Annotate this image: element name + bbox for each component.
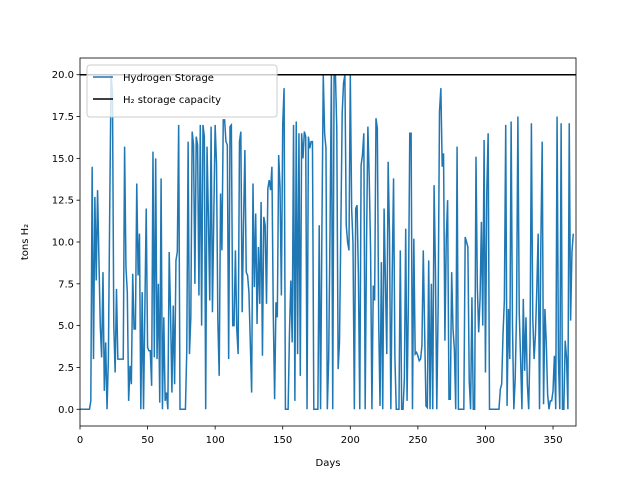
y-tick-label: 17.5 — [52, 112, 74, 123]
y-tick-label: 0.0 — [58, 405, 74, 416]
y-tick-label: 20.0 — [52, 70, 74, 81]
x-tick-label: 50 — [141, 435, 154, 446]
x-tick-label: 150 — [273, 435, 292, 446]
x-tick-label: 100 — [206, 435, 225, 446]
x-axis-label: Days — [316, 458, 341, 469]
x-tick-label: 250 — [408, 435, 427, 446]
y-axis-label: tons H₂ — [20, 224, 31, 260]
axes-frame — [79, 57, 577, 427]
data-line — [80, 73, 575, 411]
y-tick-label: 15.0 — [52, 154, 74, 165]
x-tick-label: 300 — [476, 435, 495, 446]
y-tick-label: 5.0 — [58, 321, 74, 332]
y-tick-label: 2.5 — [58, 363, 74, 374]
legend-label: Hydrogen Storage — [123, 73, 214, 84]
x-tick-label: 0 — [77, 435, 83, 446]
legend-label: H₂ storage capacity — [123, 95, 221, 106]
y-tick-label: 10.0 — [52, 238, 74, 249]
y-tick-label: 12.5 — [52, 196, 74, 207]
x-tick-label: 200 — [341, 435, 360, 446]
legend-box — [86, 64, 278, 118]
y-tick-label: 7.5 — [58, 279, 74, 290]
x-tick-label: 350 — [543, 435, 562, 446]
